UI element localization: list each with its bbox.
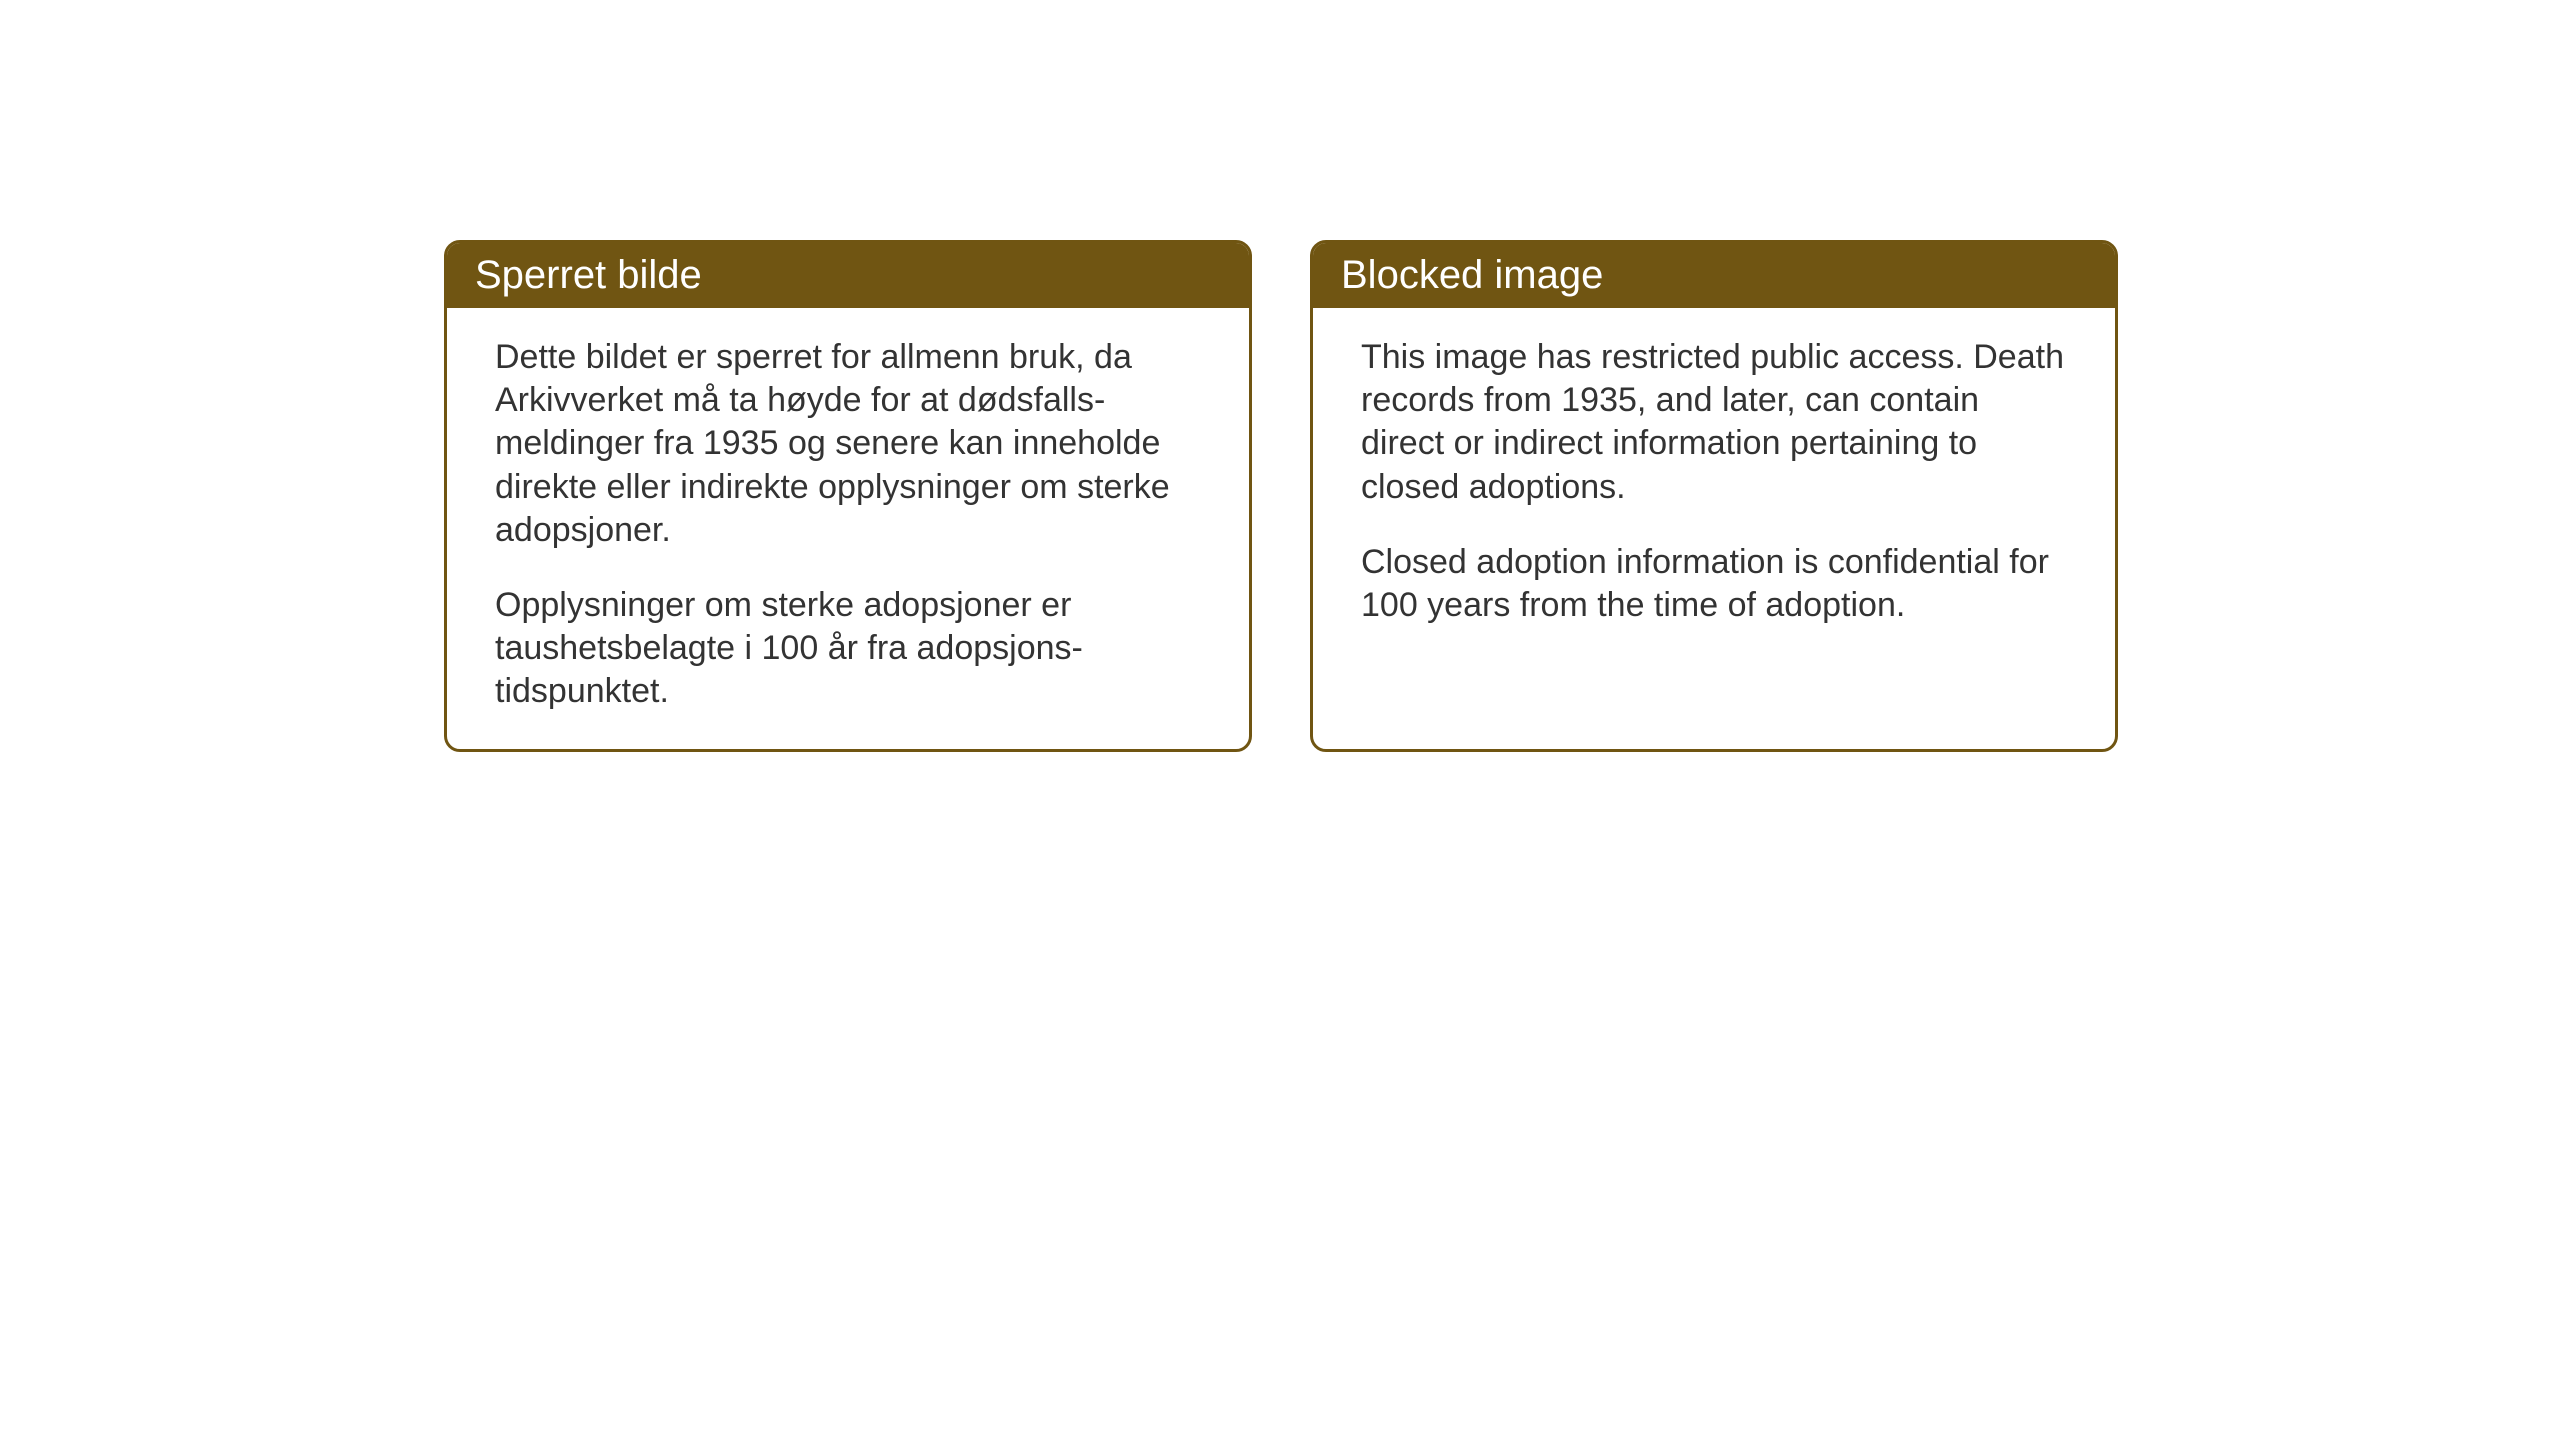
card-paragraph2-english: Closed adoption information is confident… xyxy=(1361,541,2067,627)
card-header-english: Blocked image xyxy=(1313,243,2115,308)
notice-card-norwegian: Sperret bilde Dette bildet er sperret fo… xyxy=(444,240,1252,752)
card-paragraph2-norwegian: Opplysninger om sterke adopsjoner er tau… xyxy=(495,584,1201,714)
card-header-norwegian: Sperret bilde xyxy=(447,243,1249,308)
card-paragraph1-english: This image has restricted public access.… xyxy=(1361,336,2067,509)
card-title-english: Blocked image xyxy=(1341,253,1603,297)
card-paragraph1-norwegian: Dette bildet er sperret for allmenn bruk… xyxy=(495,336,1201,552)
notice-container: Sperret bilde Dette bildet er sperret fo… xyxy=(444,240,2118,752)
card-title-norwegian: Sperret bilde xyxy=(475,253,702,297)
card-body-norwegian: Dette bildet er sperret for allmenn bruk… xyxy=(447,308,1249,749)
notice-card-english: Blocked image This image has restricted … xyxy=(1310,240,2118,752)
card-body-english: This image has restricted public access.… xyxy=(1313,308,2115,663)
